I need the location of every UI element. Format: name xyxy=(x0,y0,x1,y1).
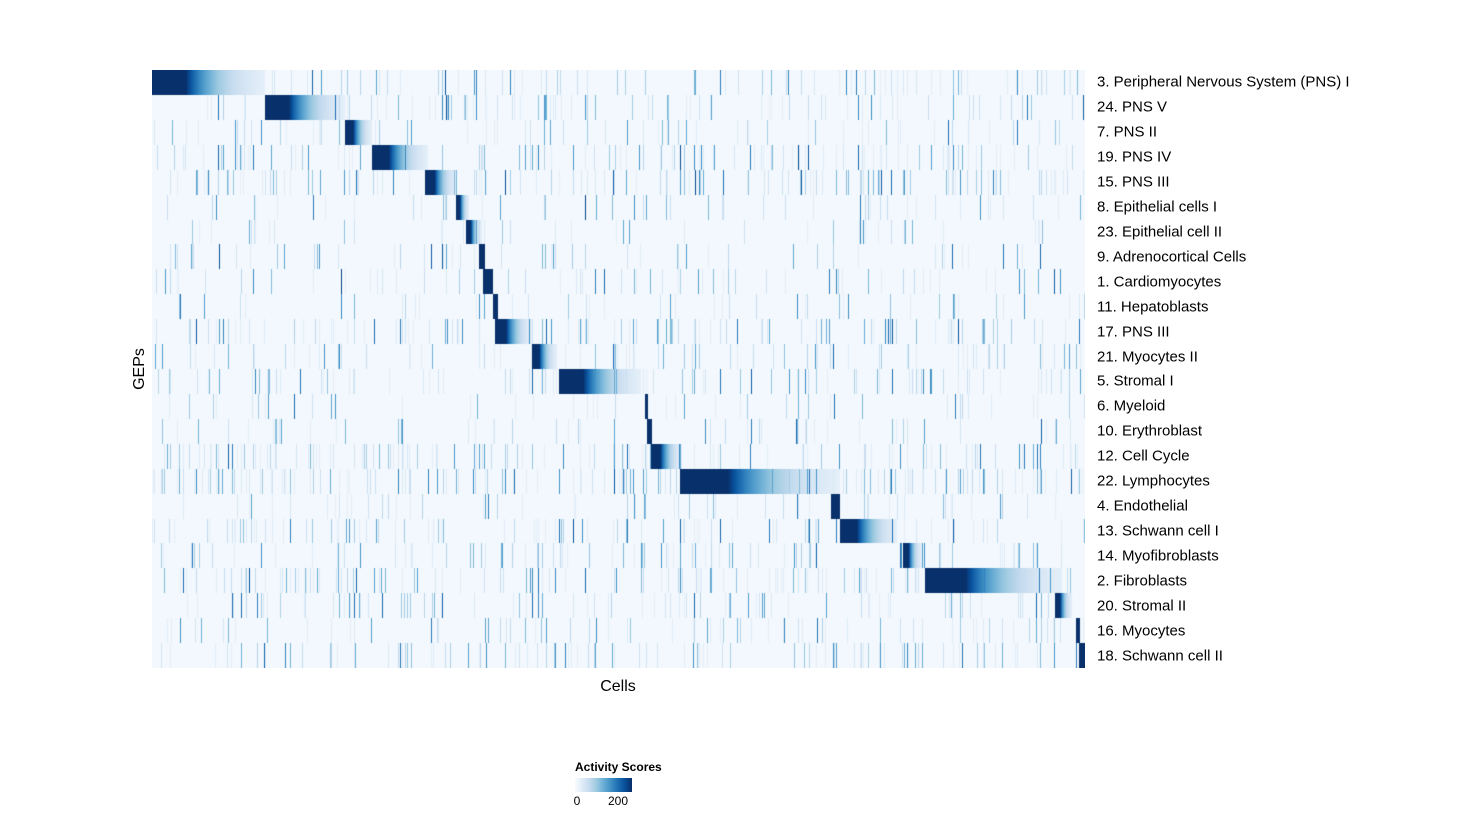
row-label: 13. Schwann cell I xyxy=(1097,522,1219,540)
colorbar-gradient xyxy=(575,778,632,792)
colorbar-tick-min: 0 xyxy=(573,794,581,808)
row-label: 5. Stromal I xyxy=(1097,372,1174,390)
colorbar-title: Activity Scores xyxy=(575,760,662,774)
row-label: 12. Cell Cycle xyxy=(1097,447,1190,465)
row-label: 9. Adrenocortical Cells xyxy=(1097,248,1247,266)
row-label: 4. Endothelial xyxy=(1097,497,1188,515)
row-label: 21. Myocytes II xyxy=(1097,348,1198,366)
row-label: 1. Cardiomyocytes xyxy=(1097,273,1222,291)
row-label: 11. Hepatoblasts xyxy=(1097,298,1209,316)
row-label: 18. Schwann cell II xyxy=(1097,647,1223,665)
row-label: 7. PNS II xyxy=(1097,123,1158,141)
row-label: 10. Erythroblast xyxy=(1097,422,1203,440)
row-label: 15. PNS III xyxy=(1097,173,1170,191)
row-label: 8. Epithelial cells I xyxy=(1097,198,1218,216)
row-label: 14. Myofibroblasts xyxy=(1097,547,1219,565)
x-axis-label: Cells xyxy=(600,678,636,695)
row-label: 2. Fibroblasts xyxy=(1097,572,1188,590)
colorbar-ticks: 0 200 xyxy=(573,794,695,808)
row-label: 20. Stromal II xyxy=(1097,597,1187,615)
heatmap-canvas xyxy=(152,70,1085,668)
row-label: 3. Peripheral Nervous System (PNS) I xyxy=(1097,73,1350,91)
row-label: 6. Myeloid xyxy=(1097,397,1166,415)
row-label: 23. Epithelial cell II xyxy=(1097,223,1223,241)
row-label: 17. PNS III xyxy=(1097,323,1170,341)
row-label: 24. PNS V xyxy=(1097,98,1168,116)
row-label: 16. Myocytes xyxy=(1097,622,1186,640)
colorbar-legend: Activity Scores 0 200 xyxy=(573,760,695,808)
row-label: 22. Lymphocytes xyxy=(1097,472,1210,490)
y-axis-label: GEPs xyxy=(131,348,148,390)
row-label: 19. PNS IV xyxy=(1097,148,1172,166)
colorbar-tick-max: 200 xyxy=(607,794,629,808)
